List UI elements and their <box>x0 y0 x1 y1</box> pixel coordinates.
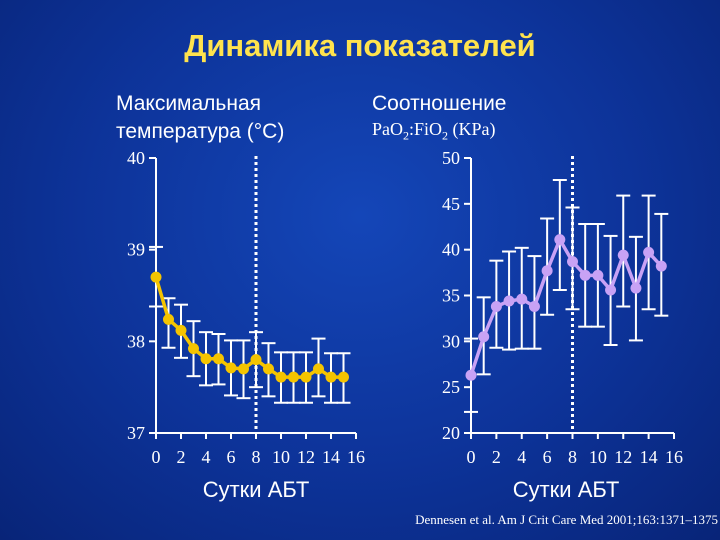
temperature-data-point <box>150 271 162 283</box>
pao2-x-tick-label: 10 <box>589 447 607 467</box>
pao2-x-tick-label: 6 <box>543 447 552 467</box>
citation: Dennesen et al. Am J Crit Care Med 2001;… <box>415 512 718 527</box>
temperature-y-tick-label: 40 <box>127 148 145 168</box>
temperature-data-point <box>175 324 187 336</box>
pao2-y-tick-label: 30 <box>442 331 460 351</box>
pao2-x-tick-label: 0 <box>467 447 476 467</box>
left-label-line2: температура (°C) <box>116 120 285 143</box>
left-x-axis-title: Сутки АБТ <box>202 477 310 502</box>
temperature-x-tick-label: 10 <box>272 447 290 467</box>
pao2-y-tick-label: 25 <box>442 377 460 397</box>
temperature-data-point <box>200 353 212 365</box>
temperature-data-point <box>213 353 224 365</box>
pao2-x-tick-label: 2 <box>492 447 501 467</box>
slide-title: Динамика показателей <box>184 28 536 63</box>
temperature-y-tick-label: 38 <box>127 331 145 351</box>
temperature-x-tick-label: 4 <box>202 447 211 467</box>
temperature-x-tick-label: 16 <box>347 447 365 467</box>
right-label-line1: Соотношение <box>372 92 507 115</box>
pao2-x-tick-label: 12 <box>614 447 632 467</box>
pao2-data-point <box>554 234 566 246</box>
pao2-data-point <box>617 249 629 261</box>
temperature-x-tick-label: 12 <box>297 447 315 467</box>
pao2-data-point <box>643 246 655 258</box>
temperature-data-point <box>300 371 312 383</box>
temperature-x-tick-label: 14 <box>322 447 340 467</box>
pao2-y-tick-label: 40 <box>442 240 460 260</box>
temperature-data-point <box>338 371 349 383</box>
right-label-sub2: 2 <box>442 128 449 143</box>
pao2-chart: 20 25 30 35 40 45 50 0 2 4 6 8 10 12 14 16 <box>442 148 683 467</box>
pao2-data-point <box>605 284 617 296</box>
left-chart-label: Максимальная температура (°C) <box>116 90 284 146</box>
left-label-line1: Максимальная <box>116 92 262 115</box>
temperature-chart: 37 38 39 40 0 2 4 6 8 10 12 14 16 <box>127 148 365 467</box>
temperature-y-tick-label: 37 <box>127 423 145 443</box>
pao2-data-point <box>541 265 553 277</box>
temperature-data-point <box>225 362 237 374</box>
pao2-series-line <box>469 237 663 376</box>
pao2-y-tick-label: 20 <box>442 423 460 443</box>
right-label-line2: PaO2:FiO2 (KPa) <box>372 118 507 147</box>
pao2-data-point <box>592 269 604 281</box>
temperature-x-tick-label: 2 <box>177 447 186 467</box>
pao2-x-tick-label: 14 <box>640 447 658 467</box>
pao2-y-tick-label: 45 <box>442 194 460 214</box>
temperature-data-point <box>188 343 199 355</box>
pao2-x-tick-label: 4 <box>517 447 526 467</box>
right-label-sub1: 2 <box>403 128 409 143</box>
temperature-y-tick-label: 39 <box>127 240 145 260</box>
right-label-unit: (KPa) <box>448 119 496 139</box>
pao2-data-point <box>528 301 540 312</box>
temperature-x-tick-label: 0 <box>152 447 161 467</box>
pao2-y-tick-label: 35 <box>442 286 460 306</box>
temperature-series-line <box>154 276 344 379</box>
temperature-data-point <box>313 363 324 375</box>
right-x-axis-title: Сутки АБТ <box>512 477 620 502</box>
pao2-data-point <box>567 256 578 268</box>
pao2-data-point <box>503 295 515 307</box>
temperature-data-point <box>288 371 299 383</box>
temperature-x-tick-label: 8 <box>252 447 261 467</box>
pao2-data-point <box>655 260 667 272</box>
pao2-data-point <box>630 282 642 294</box>
pao2-data-point <box>516 293 528 305</box>
temperature-data-point <box>250 354 262 366</box>
temperature-data-point <box>163 313 174 325</box>
right-chart-label: Соотношение PaO2:FiO2 (KPa) <box>372 90 507 147</box>
pao2-x-tick-label: 8 <box>568 447 577 467</box>
temperature-data-point <box>263 363 274 375</box>
pao2-data-point <box>465 369 477 381</box>
temperature-data-point <box>238 363 249 375</box>
temperature-data-point <box>325 371 337 383</box>
temperature-data-point <box>275 371 287 383</box>
pao2-x-tick-label: 16 <box>665 447 683 467</box>
right-label-pao: PaO <box>372 119 403 139</box>
pao2-y-tick-label: 50 <box>442 148 460 168</box>
pao2-data-point <box>579 269 591 281</box>
pao2-data-point <box>490 301 502 312</box>
right-label-fio: :FiO <box>409 119 443 139</box>
temperature-x-tick-label: 6 <box>227 447 236 467</box>
pao2-data-point <box>478 331 490 343</box>
